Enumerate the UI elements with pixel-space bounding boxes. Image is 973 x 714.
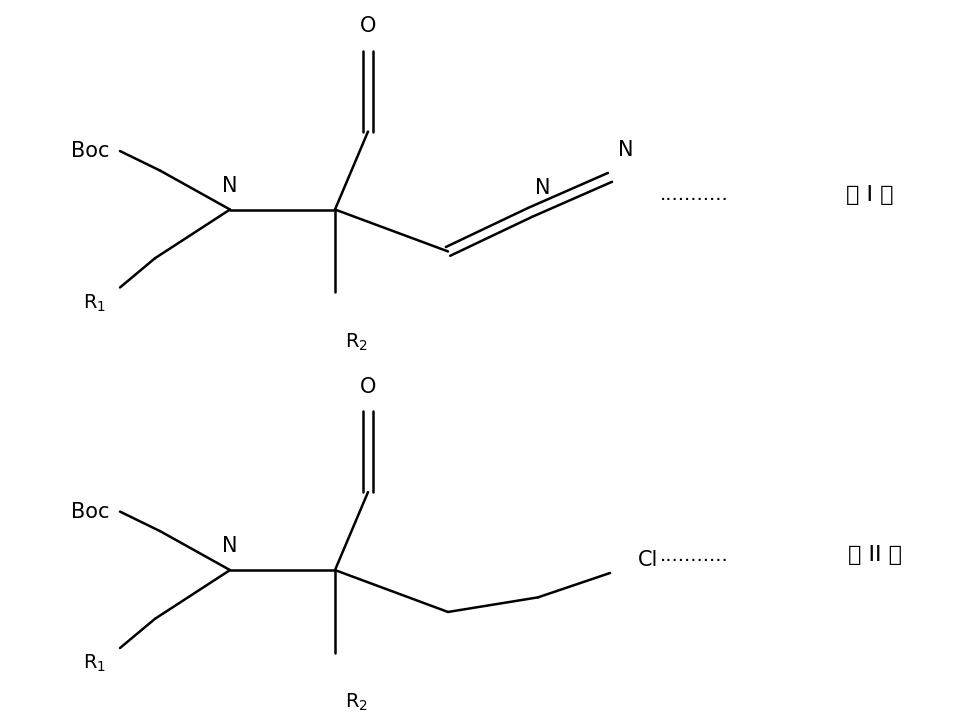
Text: （ I ）: （ I ） [847,185,894,205]
Text: R$_1$: R$_1$ [84,653,107,674]
Text: O: O [360,376,377,396]
Text: Boc: Boc [71,502,109,522]
Text: O: O [360,16,377,36]
Text: ...........: ........... [660,546,729,565]
Text: N: N [222,176,237,196]
Text: R$_1$: R$_1$ [84,292,107,313]
Text: ...........: ........... [660,186,729,204]
Text: （ II ）: （ II ） [848,545,902,565]
Text: N: N [222,536,237,556]
Text: Cl: Cl [638,550,659,570]
Text: N: N [535,178,551,198]
Text: N: N [618,140,633,160]
Text: R$_2$: R$_2$ [345,692,368,713]
Text: R$_2$: R$_2$ [345,331,368,353]
Text: Boc: Boc [71,141,109,161]
